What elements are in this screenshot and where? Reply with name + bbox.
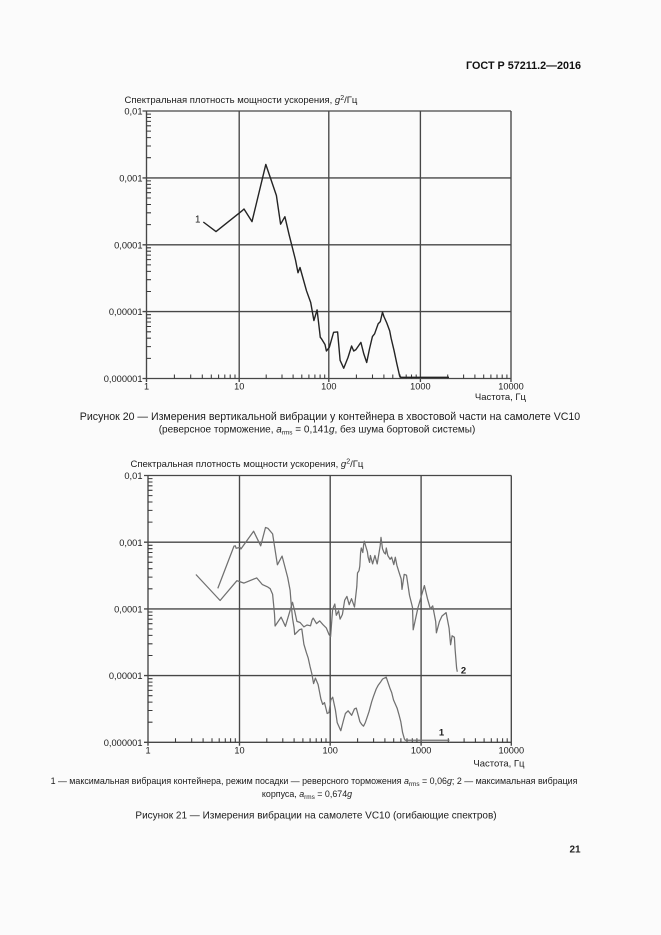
svg-text:1: 1 (145, 745, 150, 755)
svg-text:корпуса, arms = 0,674g: корпуса, arms = 0,674g (262, 789, 352, 801)
svg-text:ГОСТ Р 57211.2—2016: ГОСТ Р 57211.2—2016 (466, 60, 581, 72)
svg-text:Частота, Гц: Частота, Гц (475, 392, 527, 403)
svg-text:0,01: 0,01 (124, 107, 142, 117)
svg-text:Спектральная плотность мощност: Спектральная плотность мощности ускорени… (131, 459, 364, 470)
svg-text:1: 1 (439, 728, 445, 739)
svg-text:Спектральная плотность мощност: Спектральная плотность мощности ускорени… (125, 95, 358, 106)
svg-text:1000: 1000 (411, 745, 431, 755)
svg-text:Частота, Гц: Частота, Гц (473, 758, 525, 769)
svg-text:100: 100 (321, 382, 336, 392)
svg-text:0,01: 0,01 (124, 471, 142, 481)
svg-text:10: 10 (234, 745, 244, 755)
svg-text:(реверсное торможение, arms =: (реверсное торможение, arms = 0,141g, бе… (159, 424, 476, 437)
svg-text:21: 21 (569, 845, 581, 856)
svg-text:0,001: 0,001 (119, 174, 142, 184)
svg-text:1: 1 (195, 215, 200, 226)
svg-text:1 — максимальная вибрация конт: 1 — максимальная вибрация контейнера, ре… (51, 776, 578, 788)
svg-text:10000: 10000 (498, 382, 524, 392)
svg-text:0,0001: 0,0001 (114, 605, 142, 615)
svg-text:Рисунок 20 — Измерения вертика: Рисунок 20 — Измерения вертикальной вибр… (80, 411, 581, 423)
svg-text:0,001: 0,001 (119, 538, 142, 548)
svg-text:Рисунок 21 — Измерения вибраци: Рисунок 21 — Измерения вибрации на самол… (135, 809, 496, 821)
svg-text:1000: 1000 (410, 382, 430, 392)
svg-text:10: 10 (234, 382, 244, 392)
svg-text:1: 1 (144, 382, 149, 392)
svg-text:0,000001: 0,000001 (104, 374, 143, 384)
svg-text:2: 2 (461, 666, 466, 677)
svg-text:100: 100 (323, 745, 338, 755)
svg-text:0,00001: 0,00001 (109, 671, 143, 681)
svg-text:0,00001: 0,00001 (109, 307, 143, 317)
svg-text:0,0001: 0,0001 (114, 240, 142, 250)
svg-text:10000: 10000 (499, 745, 525, 755)
svg-text:0,000001: 0,000001 (104, 738, 143, 748)
